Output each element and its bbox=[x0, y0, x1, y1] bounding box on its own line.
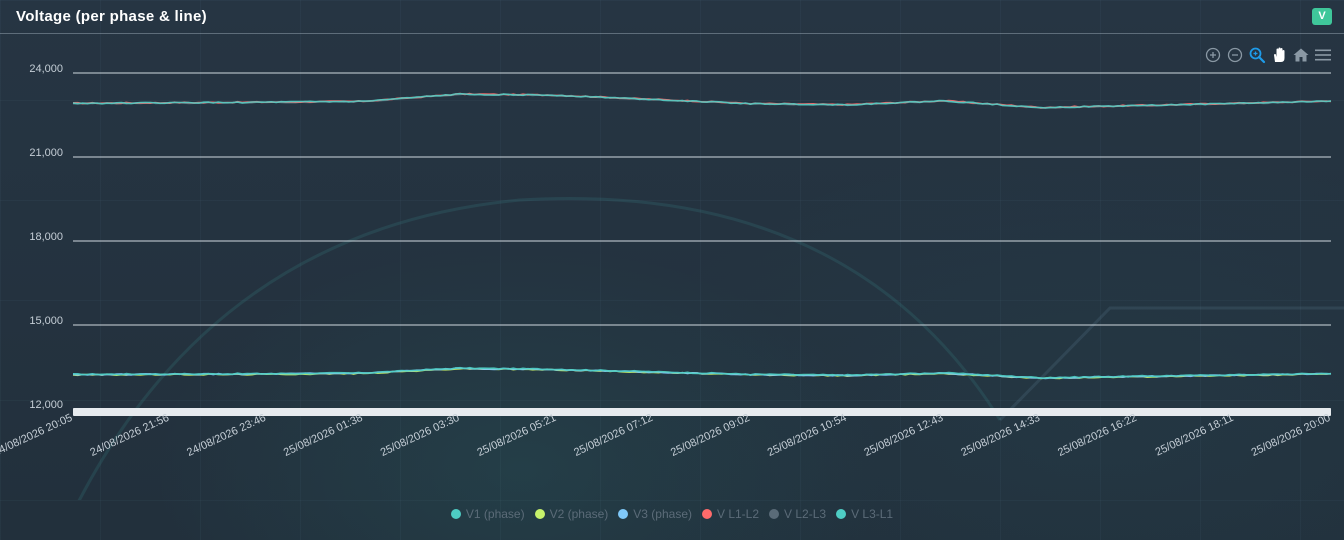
legend-marker bbox=[769, 509, 780, 519]
legend-label: V L1-L2 bbox=[717, 507, 760, 521]
y-tick-label: 18,000 bbox=[29, 231, 63, 243]
chart-legend: V1 (phase) V2 (phase) V3 (phase) V L1-L2 V L… bbox=[0, 506, 1344, 522]
x-tick-label: 25/08/2026 03:30 bbox=[379, 412, 462, 459]
legend-label: V L2-L3 bbox=[784, 507, 827, 521]
x-tick-label: 24/08/2026 23:46 bbox=[185, 412, 268, 459]
legend-item[interactable]: V3 (phase) bbox=[618, 506, 692, 522]
legend-label: V1 (phase) bbox=[465, 507, 525, 521]
legend-item[interactable]: V L3-L1 bbox=[836, 506, 893, 522]
y-tick-label: 15,000 bbox=[29, 315, 63, 327]
x-tick-label: 25/08/2026 20:00 bbox=[1250, 412, 1333, 459]
x-tick-label: 25/08/2026 18:11 bbox=[1154, 412, 1236, 459]
legend-label: V3 (phase) bbox=[633, 507, 692, 521]
legend-label: V2 (phase) bbox=[549, 507, 609, 521]
background-circuit-decoration bbox=[998, 306, 1344, 422]
reset-zoom-home-icon[interactable] bbox=[1292, 46, 1310, 64]
voltage-line-chart: 24,000 21,000 18,000 15,000 12,000 24/08/202… bbox=[0, 63, 1344, 500]
unit-badge[interactable]: V bbox=[1312, 8, 1332, 25]
zoom-out-icon[interactable] bbox=[1226, 46, 1244, 64]
x-axis-band bbox=[73, 408, 1331, 416]
x-tick-label: 24/08/2026 20:05 bbox=[0, 412, 74, 459]
x-tick-label: 25/08/2026 10:54 bbox=[766, 412, 849, 459]
selection-zoom-icon[interactable] bbox=[1248, 46, 1266, 64]
legend-item[interactable]: V1 (phase) bbox=[450, 506, 525, 522]
x-tick-label: 25/08/2026 07:12 bbox=[572, 412, 655, 459]
legend-item[interactable]: V L2-L3 bbox=[769, 506, 826, 522]
y-tick-label: 24,000 bbox=[29, 63, 63, 75]
series-line-v-l3-l1[interactable] bbox=[72, 92, 1332, 109]
panel-title: Voltage (per phase & line) bbox=[16, 8, 207, 25]
x-tick-label: 25/08/2026 09:02 bbox=[669, 412, 752, 459]
zoom-in-icon[interactable] bbox=[1204, 46, 1222, 64]
y-tick-label: 12,000 bbox=[29, 399, 63, 411]
legend-marker bbox=[618, 509, 629, 519]
background-arc-decoration bbox=[77, 196, 1002, 500]
legend-label: V L3-L1 bbox=[851, 507, 894, 521]
x-tick-label: 25/08/2026 01:38 bbox=[282, 412, 365, 459]
x-tick-label: 25/08/2026 05:21 bbox=[475, 412, 558, 459]
pan-hand-icon[interactable] bbox=[1270, 46, 1288, 64]
x-tick-label: 25/08/2026 16:22 bbox=[1056, 412, 1139, 459]
y-tick-label: 21,000 bbox=[29, 147, 63, 159]
panel-header: Voltage (per phase & line) V bbox=[0, 0, 1344, 34]
legend-marker bbox=[534, 509, 545, 519]
legend-marker bbox=[702, 509, 712, 519]
legend-marker bbox=[450, 509, 461, 519]
legend-item[interactable]: V L1-L2 bbox=[702, 506, 759, 522]
chart-toolbar bbox=[1204, 45, 1332, 65]
x-tick-label: 25/08/2026 12:43 bbox=[863, 412, 946, 459]
series-line-v1-phase[interactable] bbox=[73, 366, 1332, 380]
menu-icon[interactable] bbox=[1314, 46, 1332, 64]
legend-marker bbox=[836, 509, 847, 519]
legend-item[interactable]: V2 (phase) bbox=[534, 506, 609, 522]
